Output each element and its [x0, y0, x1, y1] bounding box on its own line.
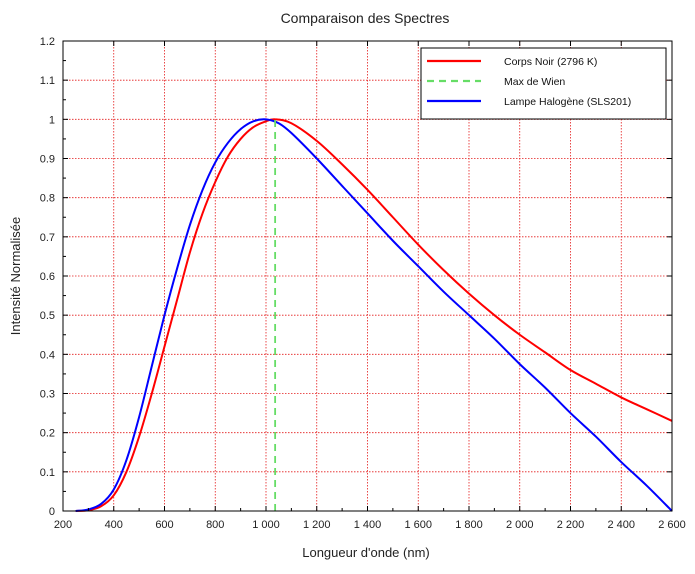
series-line-0 — [75, 118, 673, 512]
y-tick-label: 1 — [49, 114, 55, 126]
y-tick-label: 0.8 — [40, 193, 55, 205]
x-tick-label: 2 200 — [557, 519, 585, 531]
x-tick-label: 600 — [155, 519, 173, 531]
legend: Corps Noir (2796 K) Max de Wien Lampe Halo… — [420, 47, 667, 120]
x-tick-label: 1 600 — [404, 519, 432, 531]
x-tick-label: 1 200 — [303, 519, 331, 531]
x-tick-label: 1 000 — [252, 519, 280, 531]
y-tick-label: 0 — [49, 506, 55, 518]
chart-title: Comparaison des Spectres — [281, 10, 450, 26]
x-tick-label: 1 800 — [455, 519, 483, 531]
x-tick-label: 200 — [54, 519, 72, 531]
y-tick-label: 0.2 — [40, 428, 55, 440]
y-tick-label: 0.1 — [40, 467, 55, 479]
x-tick-label: 1 400 — [354, 519, 382, 531]
x-axis-label: Longueur d'onde (nm) — [302, 545, 430, 560]
y-tick-label: 1.1 — [40, 75, 55, 87]
y-tick-label: 0.3 — [40, 389, 55, 401]
x-tick-label: 400 — [105, 519, 123, 531]
y-tick-label: 1.2 — [40, 36, 55, 48]
legend-label: Corps Noir (2796 K) — [504, 56, 597, 68]
y-tick-label: 0.5 — [40, 310, 55, 322]
legend-box — [420, 47, 667, 120]
x-tick-label: 2 400 — [607, 519, 635, 531]
axis-ticks: 200 400 600 800 1 000 1 200 1 400 1 600 1 800 2 0… — [40, 36, 686, 531]
x-tick-label: 2 000 — [506, 519, 534, 531]
legend-label: Lampe Halogène (SLS201) — [504, 96, 631, 108]
legend-label: Max de Wien — [504, 76, 565, 88]
x-tick-label: 2 600 — [658, 519, 686, 531]
x-tick-label: 800 — [206, 519, 224, 531]
y-axis-label: Intensité Normalisée — [8, 217, 23, 336]
y-tick-label: 0.4 — [40, 349, 55, 361]
y-tick-label: 0.9 — [40, 154, 55, 166]
y-tick-label: 0.6 — [40, 271, 55, 283]
y-tick-label: 0.7 — [40, 232, 55, 244]
series-group — [75, 118, 673, 512]
series-line-2 — [75, 118, 673, 512]
